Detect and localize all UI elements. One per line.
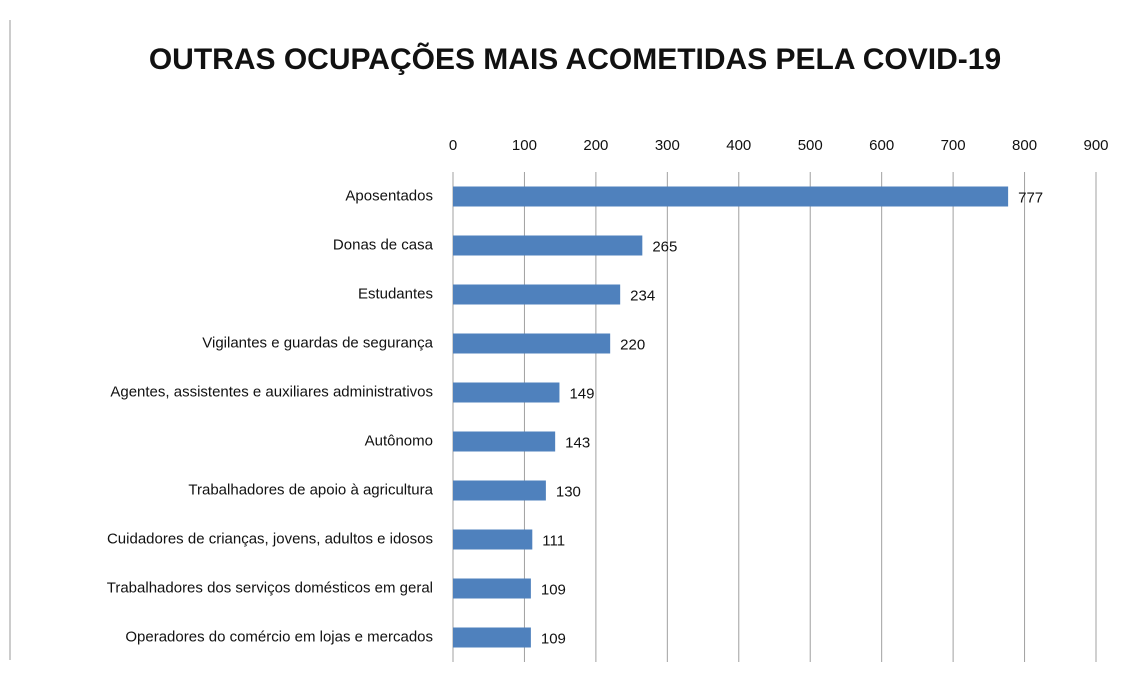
data-label: 265	[652, 238, 677, 255]
y-tick-label: Cuidadores de crianças, jovens, adultos …	[107, 530, 433, 547]
data-label: 234	[630, 287, 655, 304]
x-tick-label: 500	[798, 137, 823, 154]
y-tick-label: Trabalhadores dos serviços domésticos em…	[107, 579, 433, 596]
x-tick-label: 0	[449, 137, 457, 154]
bar	[453, 186, 1009, 207]
y-tick-label: Vigilantes e guardas de segurança	[202, 334, 433, 351]
data-label: 130	[556, 483, 581, 500]
data-label: 143	[565, 434, 590, 451]
x-tick-label: 300	[655, 137, 680, 154]
x-tick-label: 700	[941, 137, 966, 154]
y-tick-label: Estudantes	[358, 285, 433, 302]
data-label: 777	[1018, 189, 1043, 206]
bar	[453, 333, 611, 354]
y-tick-label: Agentes, assistentes e auxiliares admini…	[110, 383, 433, 400]
bar	[453, 235, 643, 256]
x-tick-label: 400	[726, 137, 751, 154]
x-tick-label: 800	[1012, 137, 1037, 154]
bar	[453, 284, 621, 305]
data-label: 111	[542, 532, 565, 549]
bar	[453, 480, 546, 501]
x-tick-label: 100	[512, 137, 537, 154]
data-label: 149	[569, 385, 594, 402]
data-label: 109	[541, 581, 566, 598]
chart-title: OUTRAS OCUPAÇÕES MAIS ACOMETIDAS PELA CO…	[148, 43, 1002, 76]
y-tick-label: Aposentados	[345, 187, 433, 204]
bar	[453, 627, 531, 648]
y-tick-label: Operadores do comércio em lojas e mercad…	[125, 628, 433, 645]
data-label: 220	[620, 336, 645, 353]
x-tick-label: 900	[1083, 137, 1108, 154]
bar	[453, 578, 531, 599]
bar	[453, 431, 556, 452]
y-tick-label: Trabalhadores de apoio à agricultura	[188, 481, 433, 498]
bar	[453, 529, 533, 550]
data-label: 109	[541, 630, 566, 647]
x-tick-label: 200	[583, 137, 608, 154]
y-tick-label: Autônomo	[365, 432, 433, 449]
bar	[453, 382, 560, 403]
y-tick-label: Donas de casa	[333, 236, 434, 253]
x-tick-label: 600	[869, 137, 894, 154]
